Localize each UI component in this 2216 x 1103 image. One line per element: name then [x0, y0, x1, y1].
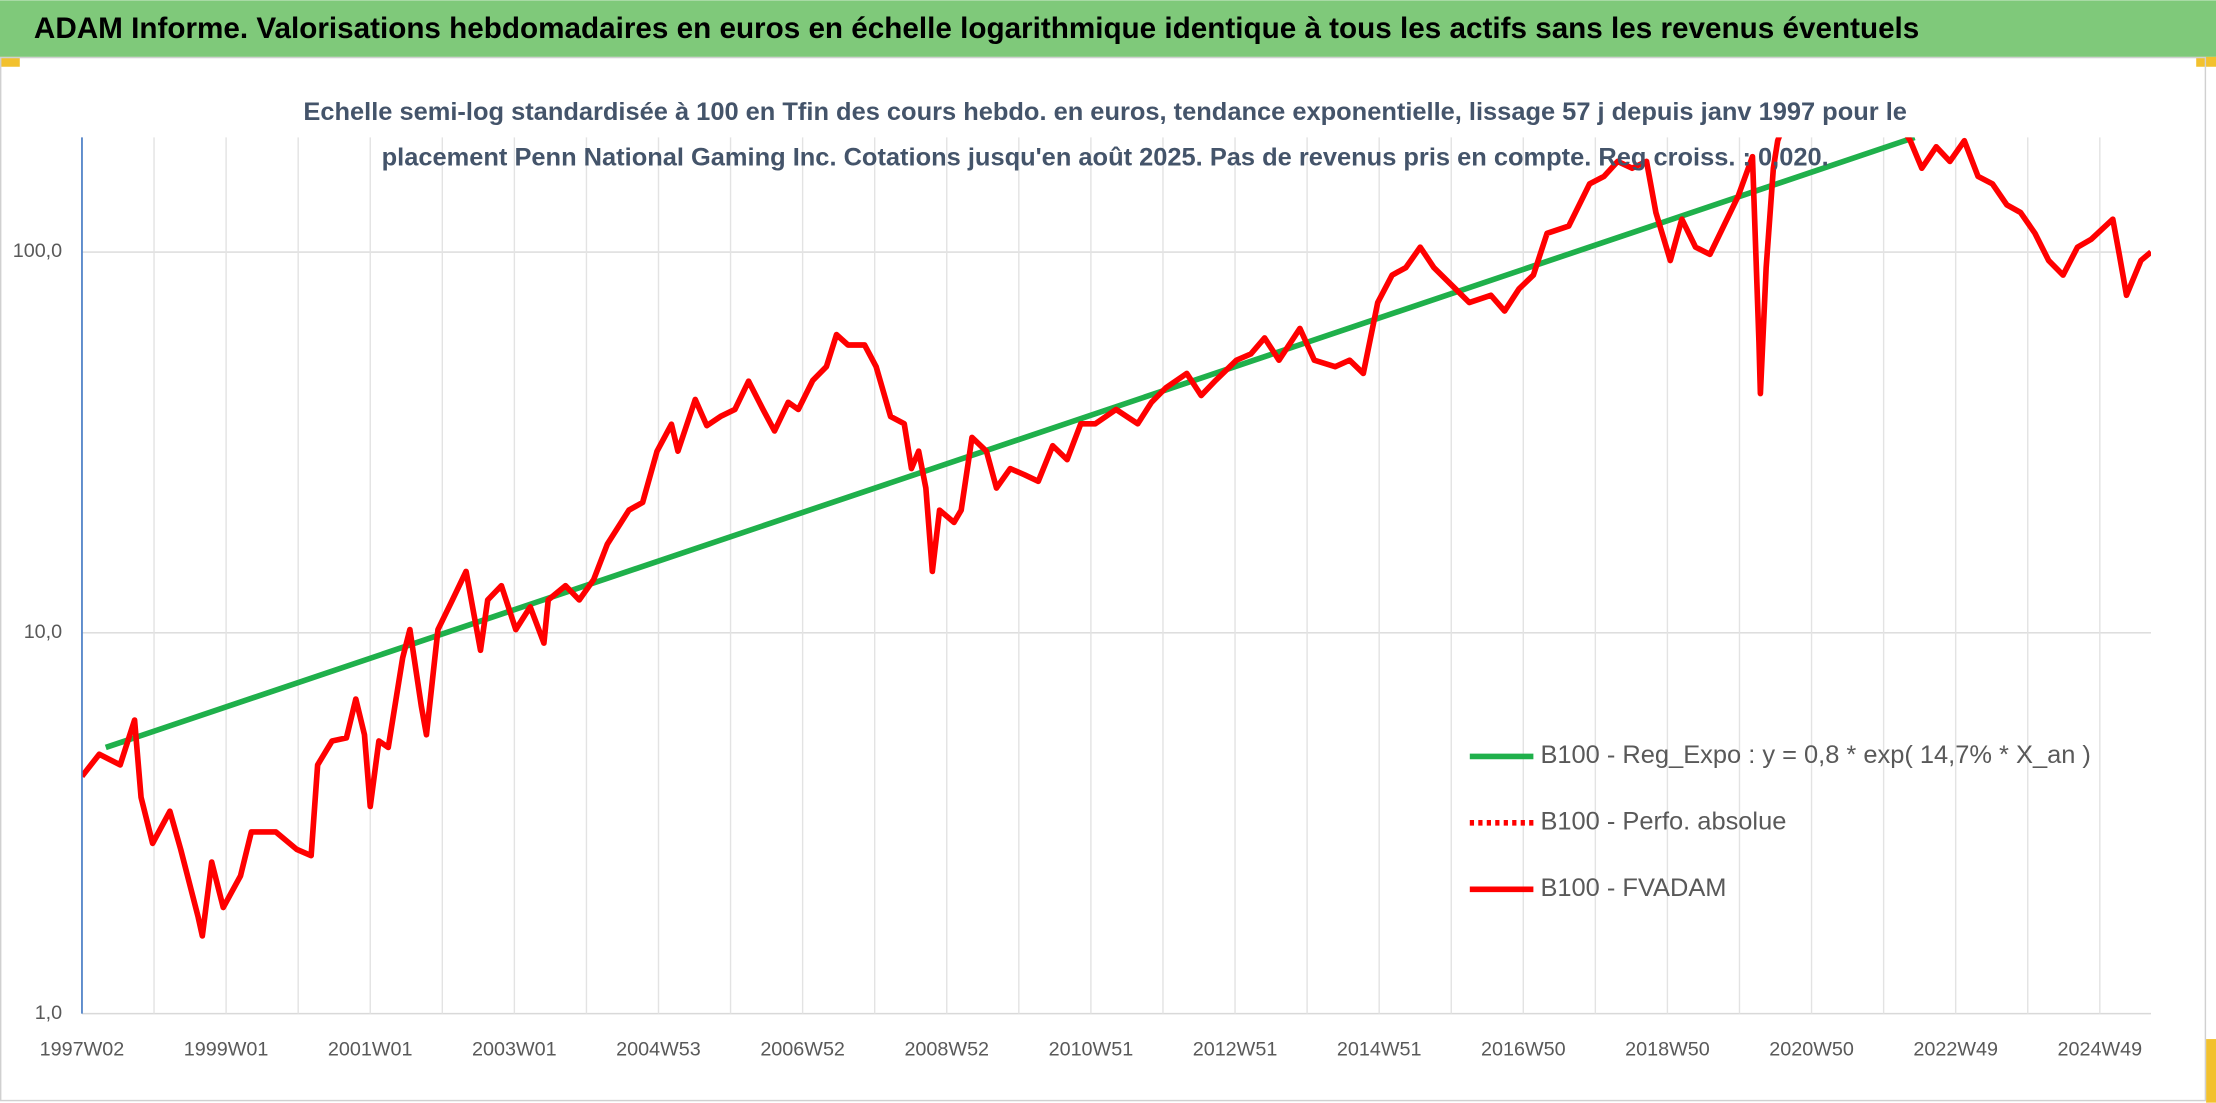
plot-area	[81, 137, 2151, 939]
y-tick-label: 100,0	[13, 240, 62, 262]
x-tick-label: 2018W50	[1625, 1039, 1710, 1061]
legend-label: B100 - Reg_Expo : y = 0,8 * exp( 14,7% *…	[1540, 741, 2090, 769]
x-tick-label: 2016W50	[1481, 1039, 1566, 1061]
x-tick-label: 2022W49	[1913, 1039, 1998, 1061]
title-bar	[0, 0, 2216, 57]
x-tick-label: 2003W01	[472, 1039, 557, 1061]
x-tick-label: 2024W49	[2058, 1039, 2143, 1061]
y-tick-label: 1,0	[35, 1002, 62, 1024]
corner-mark	[0, 56, 20, 67]
legend-label: B100 - FVADAM	[1540, 874, 1726, 902]
x-tick-label: 2012W51	[1193, 1039, 1278, 1061]
subtitle-line: Echelle semi-log standardisée à 100 en T…	[303, 98, 1907, 126]
grid: 1,0 10,0 100,0 1997W02 1999W01 2001W01 2003W01…	[13, 137, 2151, 1061]
legend: B100 - Reg_Expo : y = 0,8 * exp( 14,7% *…	[1469, 741, 2091, 902]
x-tick-label: 2008W52	[904, 1039, 989, 1061]
x-tick-label: 2004W53	[616, 1039, 701, 1061]
x-tick-label: 1997W02	[40, 1039, 125, 1061]
chart-title: ADAM Informe. Valorisations hebdomadaire…	[34, 12, 1919, 45]
x-tick-label: 1999W01	[184, 1039, 269, 1061]
x-tick-label: 2006W52	[760, 1039, 845, 1061]
y-tick-label: 10,0	[24, 621, 62, 643]
x-tick-label: 2020W50	[1769, 1039, 1854, 1061]
corner-mark	[2206, 1039, 2216, 1103]
chart-border	[0, 56, 2207, 1102]
subtitle-line: placement Penn National Gaming Inc. Cota…	[382, 143, 1829, 171]
x-tick-label: 2001W01	[328, 1039, 413, 1061]
legend-label: B100 - Perfo. absolue	[1540, 808, 1786, 836]
x-tick-label: 2010W51	[1049, 1039, 1134, 1061]
x-tick-label: 2014W51	[1337, 1039, 1422, 1061]
series-line	[81, 137, 2151, 939]
